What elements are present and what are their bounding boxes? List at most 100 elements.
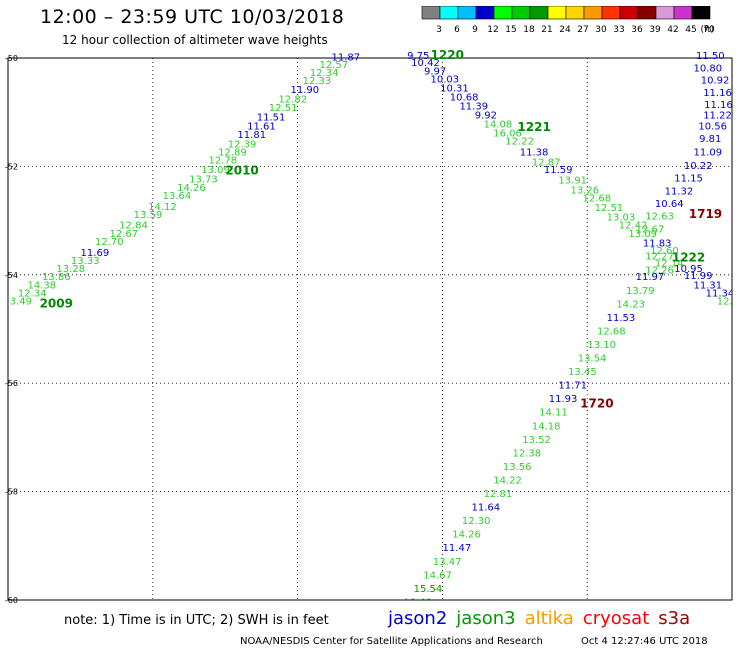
map-frame [7, 57, 733, 601]
wave-height-value: 10.80 [694, 64, 723, 75]
pass-number-label: 1221 [517, 120, 550, 134]
wave-height-value: 10.92 [701, 75, 730, 86]
wave-height-value: 12.31 [717, 297, 740, 308]
color-scale-label: 27 [577, 25, 588, 35]
wave-height-value: 12.87 [532, 157, 561, 168]
wave-height-value: 12.14 [655, 259, 684, 270]
wave-height-value: 13.09 [628, 229, 657, 240]
wave-height-value: 10.95 [674, 264, 703, 275]
wave-height-map: -50-52-54-56-58-60-135-132-129-126-123-1… [3, 48, 740, 606]
latitude-tick-label: -52 [5, 162, 18, 171]
wave-height-value: 12.39 [228, 139, 257, 150]
color-scale-label: 6 [454, 25, 460, 35]
wave-height-value: 12.81 [484, 489, 513, 500]
color-scale-label: 39 [649, 25, 661, 35]
wave-height-value: 13.26 [570, 186, 599, 197]
color-scale-label: 15 [505, 25, 516, 35]
wave-height-value: 10.42 [411, 58, 440, 69]
satellite-legend: jason2 jason3 altika cryosat s3a [388, 608, 699, 629]
wave-height-value: 10.03 [430, 74, 459, 85]
wave-height-value: 13.52 [522, 435, 551, 446]
latitude-tick-label: -50 [5, 54, 18, 63]
pass-number-label: 2009 [40, 296, 73, 310]
wave-height-value: 14.67 [423, 570, 452, 581]
wave-height-value: 14.08 [484, 119, 513, 130]
wave-height-value: 13.54 [578, 354, 607, 365]
color-scale-label: 42 [667, 25, 678, 35]
wave-height-value: 11.69 [81, 248, 110, 259]
wave-height-value: 12.70 [95, 237, 124, 248]
wave-height-value: 10.22 [684, 161, 713, 172]
wave-height-value: 13.47 [433, 557, 462, 568]
color-scale-label: 36 [631, 25, 643, 35]
page-title: 12:00 – 23:59 UTC 10/03/2018 [40, 6, 345, 28]
satellite-jason2-label: jason2 [388, 608, 448, 629]
wave-height-value: 12.34 [18, 288, 47, 299]
wave-height-value: 9.75 [407, 51, 429, 62]
wave-height-value: 11.93 [549, 394, 578, 405]
wave-height-value: 11.99 [684, 271, 713, 282]
wave-height-value: 12.68 [583, 194, 612, 205]
wave-height-value: 12.51 [269, 103, 298, 114]
wave-height-value: 11.97 [636, 272, 665, 283]
satellite-jason3-label: jason3 [456, 608, 516, 629]
pass-number-label: 1220 [431, 48, 464, 62]
wave-height-value: 11.16 [703, 88, 732, 99]
wave-height-labels: 13.4912.3414.3813.8613.2813.3311.6912.70… [3, 48, 740, 606]
pass-number-label: 1719 [689, 207, 722, 221]
wave-height-value: 12.51 [595, 203, 624, 214]
wave-height-value: 9.97 [424, 66, 446, 77]
wave-height-value: 13.86 [42, 272, 71, 283]
wave-height-value: 13.79 [626, 286, 655, 297]
wave-height-value: 12.42 [619, 221, 648, 232]
pass-number-label: 1222 [672, 250, 705, 264]
units-note: note: 1) Time is in UTC; 2) SWH is in fe… [64, 613, 329, 628]
wave-height-value: 11.34 [706, 288, 735, 299]
color-scale-label: 18 [523, 25, 535, 35]
wave-height-value: 15.54 [414, 584, 443, 595]
wave-height-value: 12.63 [645, 212, 674, 223]
wave-height-value: 13.45 [568, 367, 597, 378]
wave-height-value: 13.28 [56, 264, 85, 275]
credit-line: NOAA/NESDIS Center for Satellite Applica… [240, 636, 543, 647]
wave-height-value: 11.22 [703, 111, 732, 122]
wave-height-value: 12.84 [119, 221, 148, 232]
wave-height-value: 12.89 [218, 148, 247, 159]
wave-height-value: 11.59 [544, 165, 573, 176]
wave-height-value: 12.82 [278, 94, 307, 105]
wave-height-value: 11.71 [558, 381, 587, 392]
wave-height-value: 13.91 [558, 176, 587, 187]
wave-height-value: 11.16 [704, 100, 733, 111]
color-scale-unit: (ft) [700, 25, 714, 35]
graticule [8, 58, 732, 600]
wave-height-value: 13.33 [71, 256, 100, 267]
wave-height-value: 14.26 [452, 530, 481, 541]
wave-height-value: 13.83 [404, 597, 433, 606]
wave-height-value: 11.31 [694, 280, 723, 291]
pass-number-label: 2010 [225, 164, 258, 178]
color-scale-label: 9 [472, 25, 478, 35]
wave-height-value: 13.73 [189, 175, 218, 186]
wave-height-value: 14.18 [532, 421, 561, 432]
wave-height-value: 11.53 [607, 313, 636, 324]
wave-height-value: 14.26 [177, 183, 206, 194]
page-subtitle: 12 hour collection of altimeter wave hei… [62, 33, 328, 47]
color-scale-legend: 3 6 9 12 15 18 21 24 27 30 33 36 39 42 45 70(ft) [421, 6, 715, 35]
wave-height-value: 14.22 [493, 475, 522, 486]
wave-height-value: 11.83 [643, 239, 672, 250]
color-scale-label: 12 [487, 25, 498, 35]
wave-height-value: 9.81 [699, 134, 721, 145]
wave-height-value: 12.33 [303, 76, 332, 87]
wave-height-value: 14.23 [616, 299, 645, 310]
wave-height-value: 13.49 [3, 297, 32, 308]
wave-height-value: 12.27 [645, 252, 674, 263]
wave-height-value: 11.50 [696, 51, 725, 62]
wave-height-value: 10.31 [440, 84, 469, 95]
wave-height-value: 12.22 [505, 137, 534, 148]
wave-height-value: 11.61 [247, 122, 276, 133]
wave-height-value: 12.68 [597, 326, 626, 337]
wave-height-value: 13.09 [201, 165, 230, 176]
latitude-tick-label: -56 [5, 379, 18, 388]
color-scale-label: 30 [595, 25, 607, 35]
color-scale-label: 24 [559, 25, 571, 35]
